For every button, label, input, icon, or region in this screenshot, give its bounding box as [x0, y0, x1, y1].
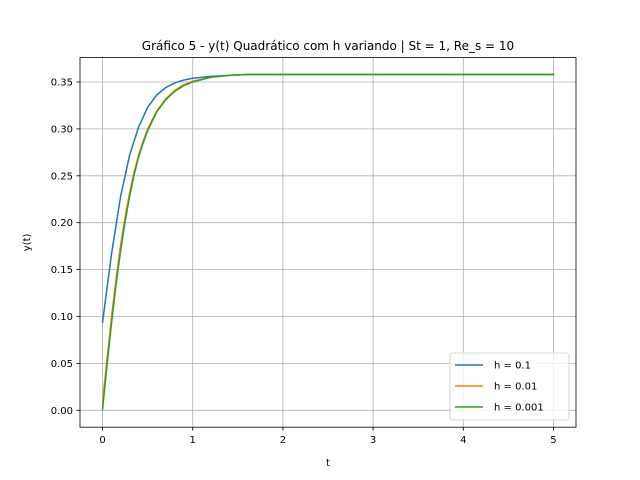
series-lines — [101, 73, 555, 411]
x-tick-label: 0 — [99, 435, 105, 446]
y-tick-label: 0.35 — [51, 77, 73, 88]
plot-frame — [79, 57, 577, 428]
y-tick-label: 0.10 — [51, 312, 73, 323]
x-tick-label: 4 — [460, 435, 466, 446]
legend-entry: h = 0.1 — [494, 361, 531, 372]
y-tick-label: 0.00 — [51, 406, 73, 417]
legend-box — [449, 352, 570, 421]
legend-entry: h = 0.01 — [494, 382, 537, 393]
x-tick-label: 1 — [190, 435, 196, 446]
y-tick-label: 0.05 — [51, 359, 73, 370]
y-axis-label: y(t) — [22, 233, 33, 251]
y-tick-label: 0.20 — [51, 218, 73, 229]
y-tick-label: 0.25 — [51, 171, 73, 182]
x-tick-label: 5 — [550, 435, 556, 446]
legend-entry: h = 0.001 — [494, 403, 544, 414]
x-tick-label: 3 — [370, 435, 376, 446]
x-axis-ticks: 0 1 2 3 4 5 — [99, 427, 557, 446]
legend: h = 0.1 h = 0.01 h = 0.001 — [449, 352, 570, 421]
chart-title: Gráfico 5 - y(t) Quadrático com h varian… — [142, 39, 514, 53]
x-axis-label: t — [326, 458, 330, 469]
y-tick-label: 0.30 — [51, 124, 73, 135]
x-tick-label: 2 — [280, 435, 286, 446]
series-line-3 — [101, 73, 555, 411]
y-axis-ticks: 0.00 0.05 0.10 0.15 0.20 0.25 0.30 0.35 — [51, 77, 80, 417]
y-tick-label: 0.15 — [51, 265, 73, 276]
